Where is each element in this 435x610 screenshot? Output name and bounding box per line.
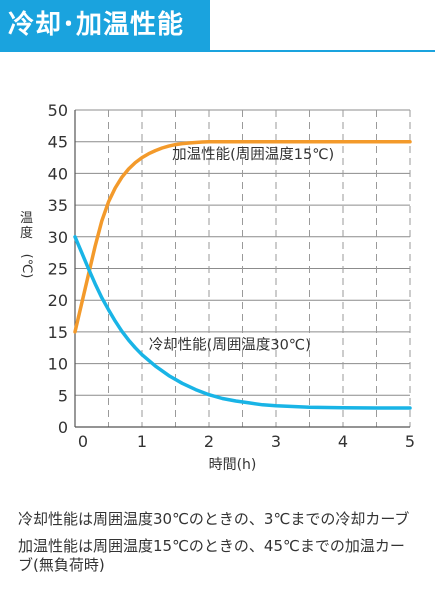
note-heating: 加温性能は周囲温度15℃のときの、45℃までの加温カーブ(無負荷時) bbox=[18, 537, 405, 574]
y-tick-label-6: 30 bbox=[48, 228, 68, 247]
series-line-0 bbox=[73, 139, 412, 334]
y-axis-unit: (℃) bbox=[19, 254, 34, 279]
x-tick-label-5: 5 bbox=[405, 432, 415, 451]
title-underline bbox=[0, 50, 435, 52]
note-cooling: 冷却性能は周囲温度30℃のときの、3℃までの冷却カーブ bbox=[18, 510, 410, 528]
chart-notes: 冷却性能は周囲温度30℃のときの、3℃までの冷却カーブ 加温性能は周囲温度15℃… bbox=[18, 510, 418, 583]
x-tick-label-1: 1 bbox=[137, 432, 147, 451]
y-tick-label-9: 45 bbox=[48, 133, 68, 152]
series-annotation-1: 冷却性能(周囲温度30℃) bbox=[149, 337, 311, 354]
y-tick-label-0: 0 bbox=[58, 418, 68, 437]
series-annotation-0: 加温性能(周囲温度15℃) bbox=[172, 146, 334, 163]
y-tick-label-3: 15 bbox=[48, 323, 68, 342]
y-tick-label-5: 25 bbox=[48, 260, 68, 279]
y-tick-label-10: 50 bbox=[48, 101, 68, 120]
series-line-1 bbox=[73, 235, 412, 410]
page-title: 冷却･加温性能 bbox=[0, 0, 210, 50]
y-tick-label-1: 5 bbox=[58, 386, 68, 405]
x-tick-label-2: 2 bbox=[204, 432, 214, 451]
x-tick-label-4: 4 bbox=[338, 432, 348, 451]
x-axis-label: 時間(h) bbox=[209, 457, 257, 473]
y-tick-label-4: 20 bbox=[48, 291, 68, 310]
x-tick-label-3: 3 bbox=[271, 432, 281, 451]
y-axis-label: 温度 bbox=[20, 211, 33, 241]
x-tick-label-0: 0 bbox=[78, 432, 88, 451]
y-tick-label-2: 10 bbox=[48, 355, 68, 374]
y-tick-label-7: 35 bbox=[48, 196, 68, 215]
y-tick-label-8: 40 bbox=[48, 164, 68, 183]
